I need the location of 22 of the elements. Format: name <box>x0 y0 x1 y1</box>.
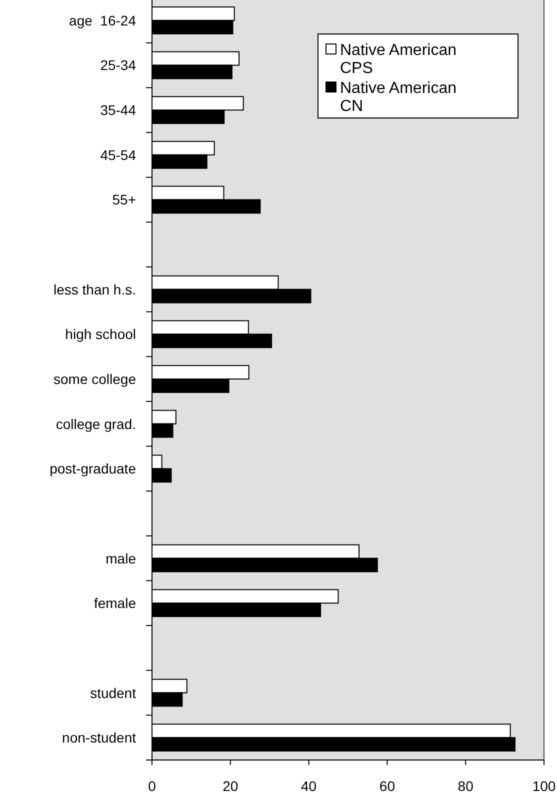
y-tick-label: student <box>90 684 136 701</box>
legend-label: Native American CPS <box>340 42 456 77</box>
y-tick-label: 35-44 <box>100 102 136 118</box>
y-tick-label: 25-34 <box>100 57 136 74</box>
y-tick-label: female <box>94 595 136 612</box>
x-tick-label: 60 <box>379 778 396 794</box>
y-tick-label: high school <box>65 326 136 342</box>
y-tick-label: 55+ <box>112 192 136 208</box>
y-tick-label: college grad. <box>56 416 136 432</box>
legend-label: Native American CN <box>340 80 456 115</box>
y-tick-label: non-student <box>62 730 136 746</box>
y-tick-label: less than h.s. <box>54 281 136 298</box>
x-tick-label: 100 <box>532 778 556 794</box>
y-tick-label: some college <box>54 371 136 387</box>
x-tick-label: 0 <box>148 778 156 794</box>
y-tick-label: 45-54 <box>100 146 136 163</box>
y-tick-label: age 16-24 <box>69 12 136 28</box>
x-tick-label: 20 <box>222 778 238 794</box>
x-tick-label: 80 <box>458 778 474 794</box>
y-tick-label: post-graduate <box>50 460 136 477</box>
y-tick-label: male <box>106 550 136 566</box>
x-tick-label: 40 <box>301 778 317 794</box>
